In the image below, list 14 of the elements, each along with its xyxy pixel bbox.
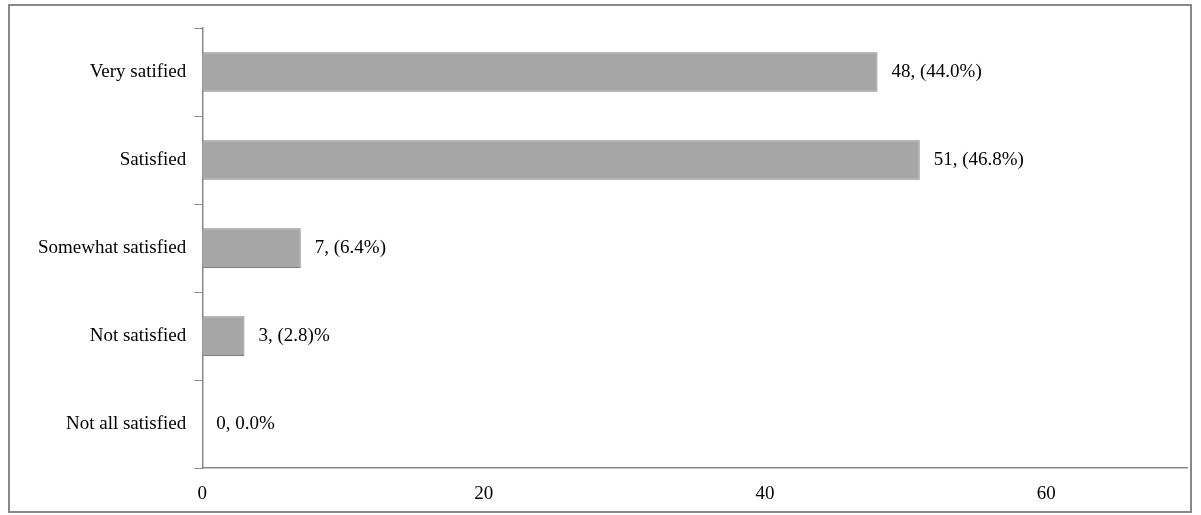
y-tick-label: Very satified — [89, 60, 187, 81]
data-label: 7, (6.4%) — [314, 236, 386, 259]
x-tick-label: 20 — [474, 481, 494, 503]
data-label: 48, (44.0%) — [891, 60, 982, 82]
x-tick-label: 60 — [1036, 481, 1056, 503]
data-label: 0, 0.0% — [216, 412, 276, 434]
y-tick-label: Not all satisfied — [65, 412, 187, 434]
y-tick-label: Somewhat satisfied — [38, 236, 187, 258]
y-tick-label: Satisfied — [119, 148, 187, 170]
x-tick-label: 0 — [197, 481, 208, 503]
data-label: 51, (46.8%) — [933, 148, 1024, 171]
x-tick-label: 40 — [755, 481, 775, 503]
data-label: 3, (2.8)% — [258, 324, 330, 347]
y-tick-label: Not satisfied — [89, 324, 187, 346]
